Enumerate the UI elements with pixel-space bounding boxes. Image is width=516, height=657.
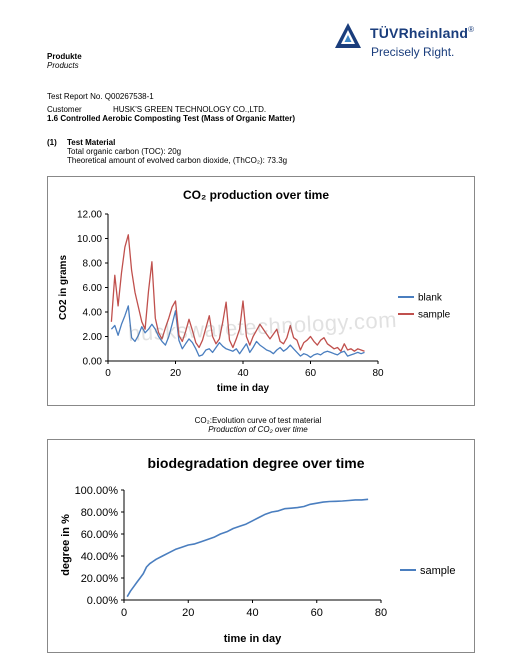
y-axis-label: degree in % [60,514,72,576]
y-tick-label: 8.00 [83,259,103,270]
y-tick-label: 80.00% [81,507,119,519]
x-tick-label: 0 [105,368,111,379]
brand-slogan: Precisely Right. [371,45,455,59]
section-label-italic: Products [47,61,79,70]
legend-label-blank: blank [418,293,443,304]
y-tick-label: 60.00% [81,529,119,541]
y-tick-label: 10.00 [77,234,102,245]
material-heading: Test Material [67,138,116,147]
material-number: (1) [47,138,57,147]
series-line-sample [126,498,369,598]
series-line-sample [110,234,365,352]
x-tick-label: 40 [237,368,249,379]
section-label: Produkte [47,52,82,61]
legend-label-sample: sample [418,310,451,321]
biodegradation-chart: biodegradation degree over time 0.00% 20.0… [47,439,475,653]
test-title: 1.6 Controlled Aerobic Composting Test (… [47,114,296,123]
y-tick-label: 12.00 [77,210,102,221]
chart-title: CO₂ production over time [183,188,329,202]
x-tick-label: 0 [121,607,127,619]
x-tick-label: 60 [305,368,317,379]
series-line-blank [110,305,365,358]
brand-logo: TÜVRheinland® Precisely Right. [334,22,504,66]
x-tick-label: 40 [246,607,258,619]
y-tick-label: 4.00 [83,308,103,319]
brand-name: TÜVRheinland® [370,25,475,41]
chart-caption: CO₂:Evolution curve of test material [194,416,322,425]
x-tick-label: 20 [170,368,182,379]
chart-title: biodegradation degree over time [147,455,364,471]
y-tick-label: 6.00 [83,283,103,294]
co2-production-chart: CO₂ production over time 0.00 2.00 4.00 6.00… [47,176,475,406]
report-number: Test Report No. Q00267538-1 [47,92,154,101]
y-axis-label: CO2 in grams [58,255,69,320]
y-tick-label: 0.00 [83,357,103,368]
x-tick-label: 80 [375,607,387,619]
x-tick-label: 80 [372,368,384,379]
x-tick-label: 60 [311,607,323,619]
y-tick-label: 2.00 [83,332,103,343]
x-axis-label: time in day [224,633,282,645]
tuv-triangle-icon [335,23,361,48]
legend-label-sample: sample [420,565,455,577]
chart-caption-italic: Production of CO₂ over time [208,425,308,434]
y-tick-label: 20.00% [81,573,119,585]
biodegradation-chart-svg: biodegradation degree over time 0.00% 20.0… [60,455,455,645]
customer-label: Customer [47,105,82,114]
y-tick-label: 40.00% [81,551,119,563]
y-tick-label: 0.00% [87,595,118,607]
theoretical-co2-line: Theoretical amount of evolved carbon dio… [67,156,288,165]
x-axis-label: time in day [217,383,270,394]
y-tick-label: 100.00% [75,485,119,497]
customer-name: HUSK'S GREEN TECHNOLOGY CO.,LTD. [113,105,267,114]
toc-line: Total organic carbon (TOC): 20g [67,147,182,156]
brand-mark: ® [468,25,475,34]
co2-production-chart-svg: CO₂ production over time 0.00 2.00 4.00 6.00… [58,188,451,394]
x-tick-label: 20 [182,607,194,619]
